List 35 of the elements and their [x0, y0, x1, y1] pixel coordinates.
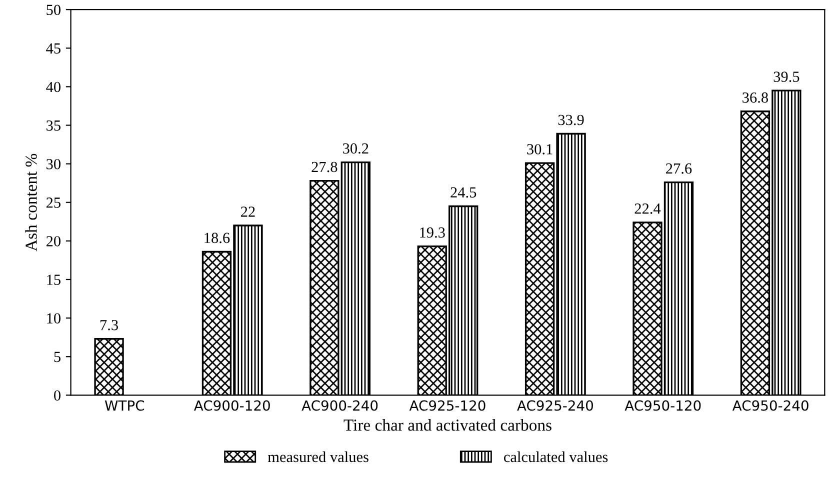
data-label: 24.5 — [450, 187, 476, 198]
data-label: 18.6 — [204, 232, 230, 244]
y-tick-label: 30 — [46, 158, 60, 170]
y-tick-label: 35 — [46, 120, 60, 131]
x-tick-label: AC925-240 — [517, 400, 594, 411]
y-tick-label: 40 — [46, 82, 60, 92]
y-tick-label: 15 — [47, 274, 60, 285]
y-tick-label: 10 — [47, 313, 60, 324]
data-label: 22 — [240, 206, 255, 217]
x-axis-title: Tire char and activated carbons — [344, 419, 552, 431]
data-label: 22.4 — [634, 204, 661, 214]
legend-label: calculated values — [504, 451, 608, 462]
y-tick-label: 5 — [54, 352, 60, 362]
data-label: 33.9 — [558, 114, 584, 126]
legend-label: measured values — [268, 451, 368, 462]
x-tick-label: WTPC — [104, 400, 144, 411]
data-label: 19.3 — [420, 227, 445, 238]
data-label: 27.8 — [312, 162, 338, 172]
y-tick-label: 50 — [46, 4, 60, 16]
x-tick-label: AC950-120 — [624, 400, 701, 411]
x-tick-label: AC925-120 — [409, 400, 486, 411]
data-label: 39.5 — [774, 72, 800, 82]
data-label: 27.6 — [666, 163, 692, 174]
x-tick-label: AC950-240 — [732, 400, 808, 411]
y-axis-title: Ash content % — [25, 154, 37, 252]
data-label: 30.1 — [527, 144, 552, 154]
x-tick-label: AC900-240 — [302, 400, 378, 411]
data-label: 7.3 — [100, 320, 118, 330]
y-tick-label: 45 — [46, 43, 60, 54]
y-tick-label: 0 — [54, 390, 60, 401]
data-label: 36.8 — [742, 92, 768, 103]
y-tick-label: 25 — [46, 198, 60, 208]
x-tick-label: AC900-120 — [194, 400, 270, 411]
data-label: 30.2 — [343, 143, 368, 154]
y-tick-label: 20 — [46, 236, 60, 246]
